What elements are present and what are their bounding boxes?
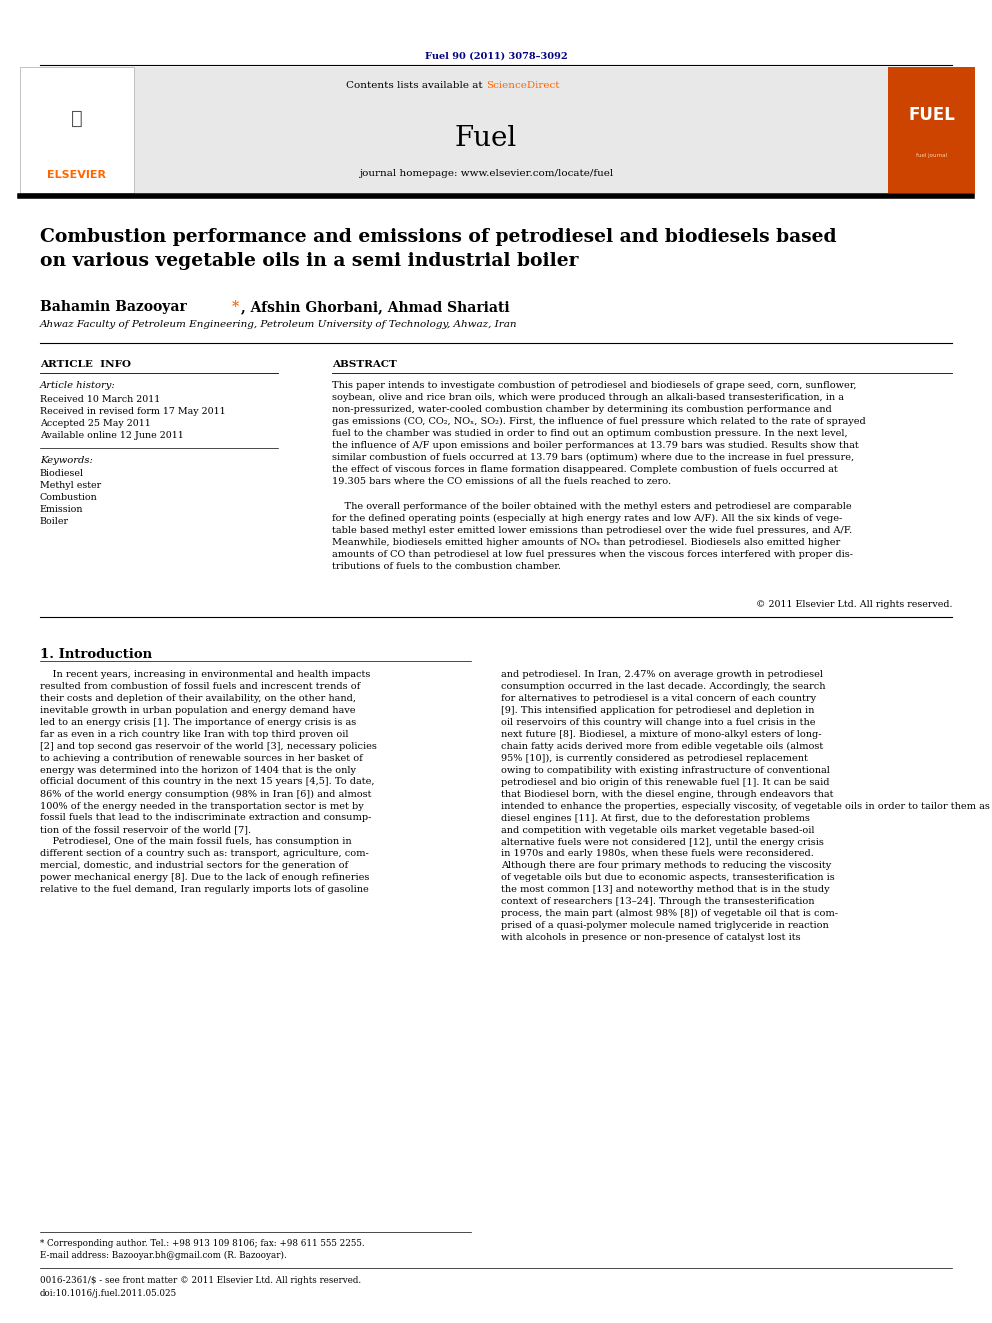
Text: The overall performance of the boiler obtained with the methyl esters and petrod: The overall performance of the boiler ob…: [332, 501, 853, 572]
Text: doi:10.1016/j.fuel.2011.05.025: doi:10.1016/j.fuel.2011.05.025: [40, 1289, 177, 1298]
Text: Bahamin Bazooyar: Bahamin Bazooyar: [40, 300, 191, 314]
Text: Fuel 90 (2011) 3078–3092: Fuel 90 (2011) 3078–3092: [425, 52, 567, 61]
FancyBboxPatch shape: [20, 67, 134, 193]
FancyBboxPatch shape: [64, 67, 893, 193]
Text: Available online 12 June 2011: Available online 12 June 2011: [40, 431, 184, 441]
Text: In recent years, increasing in environmental and health impacts
resulted from co: In recent years, increasing in environme…: [40, 669, 377, 894]
Text: © 2011 Elsevier Ltd. All rights reserved.: © 2011 Elsevier Ltd. All rights reserved…: [756, 601, 952, 609]
Text: ELSEVIER: ELSEVIER: [47, 169, 106, 180]
Text: E-mail address: Bazooyar.bh@gmail.com (R. Bazooyar).: E-mail address: Bazooyar.bh@gmail.com (R…: [40, 1252, 287, 1259]
Text: ARTICLE  INFO: ARTICLE INFO: [40, 360, 131, 369]
Text: Received in revised form 17 May 2011: Received in revised form 17 May 2011: [40, 407, 225, 415]
FancyBboxPatch shape: [888, 67, 975, 193]
Text: Emission: Emission: [40, 505, 83, 515]
Text: 0016-2361/$ - see front matter © 2011 Elsevier Ltd. All rights reserved.: 0016-2361/$ - see front matter © 2011 El…: [40, 1275, 361, 1285]
Text: Boiler: Boiler: [40, 517, 68, 527]
Text: Combustion: Combustion: [40, 493, 97, 501]
Text: Ahwaz Faculty of Petroleum Engineering, Petroleum University of Technology, Ahwa: Ahwaz Faculty of Petroleum Engineering, …: [40, 320, 517, 329]
Text: This paper intends to investigate combustion of petrodiesel and biodiesels of gr: This paper intends to investigate combus…: [332, 381, 866, 486]
Text: Accepted 25 May 2011: Accepted 25 May 2011: [40, 419, 151, 429]
Text: 🌳: 🌳: [70, 108, 82, 127]
Text: ABSTRACT: ABSTRACT: [332, 360, 397, 369]
Text: Methyl ester: Methyl ester: [40, 482, 101, 490]
Text: Combustion performance and emissions of petrodiesel and biodiesels based
on vari: Combustion performance and emissions of …: [40, 228, 836, 270]
Text: * Corresponding author. Tel.: +98 913 109 8106; fax: +98 611 555 2255.: * Corresponding author. Tel.: +98 913 10…: [40, 1240, 364, 1248]
Text: Keywords:: Keywords:: [40, 456, 92, 464]
Text: and petrodiesel. In Iran, 2.47% on average growth in petrodiesel
consumption occ: and petrodiesel. In Iran, 2.47% on avera…: [501, 669, 992, 942]
Text: *: *: [232, 300, 239, 314]
Text: Article history:: Article history:: [40, 381, 115, 390]
Text: fuel journal: fuel journal: [916, 152, 947, 157]
Text: , Afshin Ghorbani, Ahmad Shariati: , Afshin Ghorbani, Ahmad Shariati: [241, 300, 510, 314]
Text: ScienceDirect: ScienceDirect: [486, 82, 559, 90]
Text: journal homepage: www.elsevier.com/locate/fuel: journal homepage: www.elsevier.com/locat…: [359, 169, 613, 179]
Text: Fuel: Fuel: [455, 124, 517, 152]
Text: FUEL: FUEL: [908, 106, 955, 124]
Text: Contents lists available at: Contents lists available at: [346, 82, 486, 90]
Text: 1. Introduction: 1. Introduction: [40, 648, 152, 662]
Text: Received 10 March 2011: Received 10 March 2011: [40, 396, 160, 404]
Text: Biodiesel: Biodiesel: [40, 468, 83, 478]
